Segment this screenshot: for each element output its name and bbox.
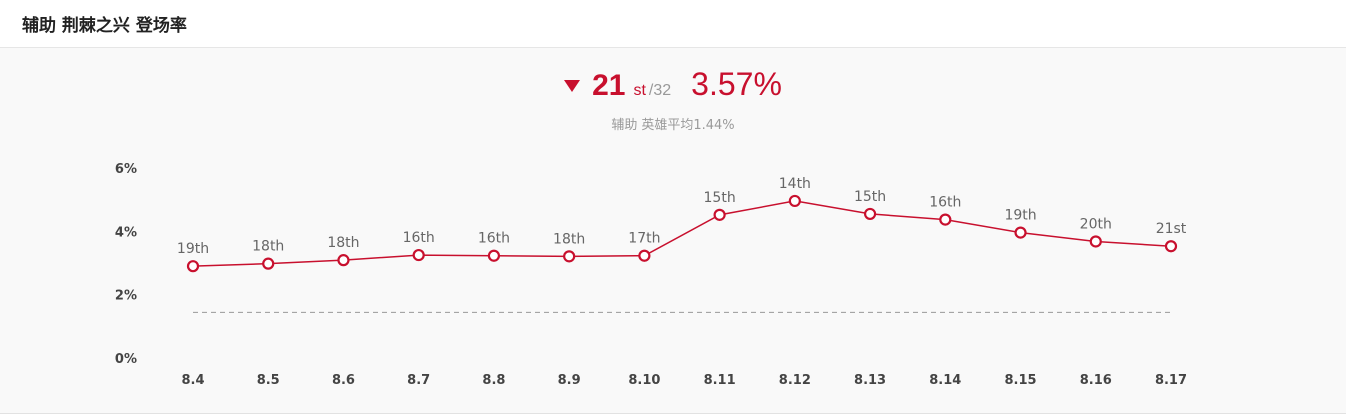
data-point[interactable]: [563, 250, 576, 263]
y-tick-label: 6%: [115, 162, 137, 177]
data-point[interactable]: [1014, 226, 1027, 239]
data-point[interactable]: [337, 254, 350, 267]
data-point[interactable]: [262, 257, 275, 270]
rank-total: /32: [648, 82, 672, 99]
playrate-value: 3.57%: [691, 66, 782, 102]
x-tick-label: 8.9: [558, 373, 581, 388]
rank-label: 19th: [1004, 208, 1036, 224]
rank-labels: 19th 18th 18th 16th 16th 18th 17th 15th 14th 15th…: [177, 176, 1187, 257]
rank-label: 21st: [1156, 221, 1187, 237]
x-tick-label: 8.10: [628, 373, 660, 388]
role-label: 辅助: [611, 118, 638, 133]
x-tick-label: 8.15: [1004, 373, 1036, 388]
rank-number: 21: [592, 69, 626, 102]
x-tick-label: 8.7: [407, 373, 430, 388]
trend-down-icon: [564, 79, 581, 92]
x-tick-label: 8.4: [181, 373, 204, 388]
rank-label: 16th: [403, 230, 435, 246]
rank-label: 18th: [327, 235, 359, 251]
average-info: 辅助 英雄平均1.44%: [0, 114, 1346, 133]
x-tick-label: 8.6: [332, 373, 355, 388]
x-tick-label: 8.12: [779, 373, 811, 388]
playrate-line-chart: 0% 2% 4% 6% 19th 18th 18th 16th 16th 18th 17th 15t…: [115, 162, 1187, 388]
rank-label: 16th: [929, 195, 961, 211]
average-label: 英雄平均1.44%: [641, 118, 735, 133]
card-header: 辅助 荆棘之兴 登场率: [0, 0, 1346, 48]
rank-label: 19th: [177, 241, 209, 257]
series-line: [192, 200, 1172, 267]
rank-label: 17th: [628, 231, 660, 247]
card-body: 21 st /32 3.57% 辅助 英雄平均1.44% 0% 2% 4% 6% 19t…: [0, 48, 1346, 413]
rank-label: 15th: [704, 190, 736, 206]
y-tick-label: 2%: [115, 289, 137, 304]
x-tick-label: 8.5: [257, 373, 280, 388]
rank-label: 14th: [779, 176, 811, 192]
data-point[interactable]: [412, 248, 425, 262]
x-tick-label: 8.11: [704, 373, 736, 388]
rank-summary: 21 st /32 3.57%: [0, 66, 1346, 103]
x-axis: 8.4 8.5 8.6 8.7 8.8 8.9 8.10 8.11 8.12 8.13 8.14 8.…: [181, 373, 1187, 388]
data-point[interactable]: [1089, 235, 1102, 248]
y-tick-label: 4%: [115, 225, 137, 240]
rank-suffix: st: [633, 82, 646, 99]
data-point[interactable]: [863, 207, 877, 221]
rank-label: 16th: [478, 231, 510, 247]
data-point[interactable]: [788, 194, 801, 208]
x-tick-label: 8.8: [482, 373, 505, 388]
y-tick-label: 0%: [115, 352, 137, 367]
rank-label: 20th: [1080, 216, 1112, 232]
data-point[interactable]: [638, 249, 651, 262]
data-points: [186, 194, 1178, 273]
data-point[interactable]: [487, 249, 501, 262]
rank-label: 18th: [553, 231, 585, 247]
x-tick-label: 8.14: [929, 373, 961, 388]
data-point[interactable]: [186, 260, 200, 273]
y-axis: 0% 2% 4% 6%: [115, 162, 137, 367]
card-title: 辅助 荆棘之兴 登场率: [22, 16, 187, 36]
x-tick-label: 8.13: [854, 373, 886, 388]
rank-label: 18th: [252, 239, 284, 255]
data-point[interactable]: [1164, 240, 1178, 253]
x-tick-label: 8.17: [1155, 373, 1187, 388]
data-point[interactable]: [939, 213, 952, 226]
data-point[interactable]: [713, 208, 726, 221]
rank-label: 15th: [854, 189, 886, 205]
x-tick-label: 8.16: [1080, 373, 1112, 388]
